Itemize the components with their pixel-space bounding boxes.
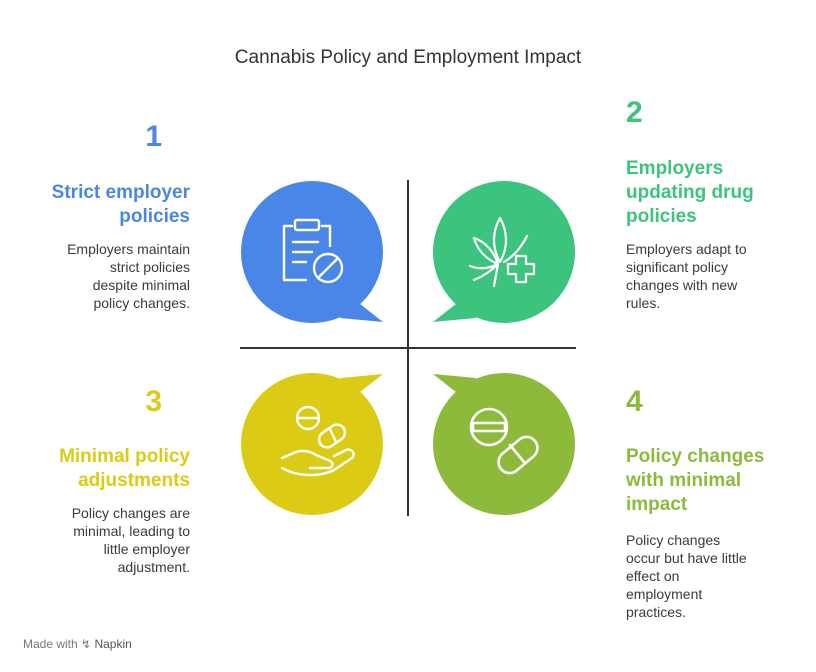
quadrant-4-description-line: effect on — [626, 568, 680, 584]
quadrant-2-description-line: rules. — [626, 295, 661, 311]
quadrant-3-heading-line: adjustments — [78, 470, 190, 491]
pills-icon — [469, 407, 539, 475]
quadrant-2-description-line: changes with new — [626, 277, 738, 293]
cannabis-leaf-plus-icon — [468, 216, 536, 288]
quadrant-3-description-line: minimal, leading to — [73, 523, 190, 539]
quadrant-3-description-line: adjustment. — [117, 559, 190, 575]
quadrant-4-heading-line: impact — [626, 494, 688, 515]
quadrant-1-heading: Strict employer policies — [20, 181, 190, 229]
quadrant-2-description-line: significant policy — [626, 259, 728, 275]
quadrant-4-bubble — [433, 373, 575, 515]
quadrant-2-heading-line: Employers — [626, 158, 724, 179]
quadrant-4-heading-line: with minimal — [626, 470, 742, 491]
quadrant-1-number: 1 — [145, 120, 162, 153]
quadrant-2-number: 2 — [626, 96, 643, 129]
quadrant-3-description-line: Policy changes are — [71, 505, 190, 521]
page-title: Cannabis Policy and Employment Impact — [234, 47, 582, 68]
made-with-label: Made with — [23, 637, 78, 651]
quadrant-1-description-line: Employers maintain — [67, 241, 190, 257]
quadrant-2-heading-line: updating drug — [626, 182, 754, 203]
quadrant-1-description-line: policy changes. — [93, 295, 190, 311]
quadrant-1-description-line: despite minimal — [92, 277, 190, 293]
quadrant-4-description-line: practices. — [626, 604, 686, 620]
napkin-brand: Napkin — [94, 637, 132, 651]
quadrant-1-description-line: strict policies — [109, 259, 190, 275]
quadrant-3-number: 3 — [145, 385, 162, 418]
quadrant-4-number: 4 — [626, 385, 643, 418]
footer-credit: Made with ↯ Napkin — [23, 637, 132, 651]
quadrant-4-heading: Policy changes with minimal impact — [626, 445, 806, 517]
quadrant-4-description-line: occur but have little — [626, 550, 747, 566]
quadrant-4-description: Policy changes occur but have little eff… — [626, 531, 806, 621]
quadrant-1-description: Employers maintain strict policies despi… — [20, 240, 190, 312]
quadrant-3-heading-line: Minimal policy — [59, 446, 190, 467]
napkin-logo-icon: ↯ — [81, 637, 92, 651]
quadrant-1-heading-line: policies — [119, 206, 190, 227]
quadrant-2-heading: Employers updating drug policies — [626, 157, 806, 229]
quadrant-3-description: Policy changes are minimal, leading to l… — [20, 504, 190, 576]
quadrant-3-description-line: little employer — [103, 541, 190, 557]
quadrant-1-heading-line: Strict employer — [51, 182, 190, 203]
quadrant-2-description-line: Employers adapt to — [626, 241, 747, 257]
quadrant-4-heading-line: Policy changes — [626, 446, 765, 467]
hand-pills-icon — [280, 405, 355, 477]
quadrant-4-description-line: Policy changes — [626, 532, 721, 548]
quadrant-3-bubble — [241, 373, 383, 515]
clipboard-prohibited-icon — [282, 218, 344, 284]
quadrant-4-description-line: employment — [626, 586, 703, 602]
quadrant-2-description: Employers adapt to significant policy ch… — [626, 240, 806, 312]
quadrant-2-heading-line: policies — [626, 206, 697, 227]
quadrant-3-heading: Minimal policy adjustments — [20, 445, 190, 493]
